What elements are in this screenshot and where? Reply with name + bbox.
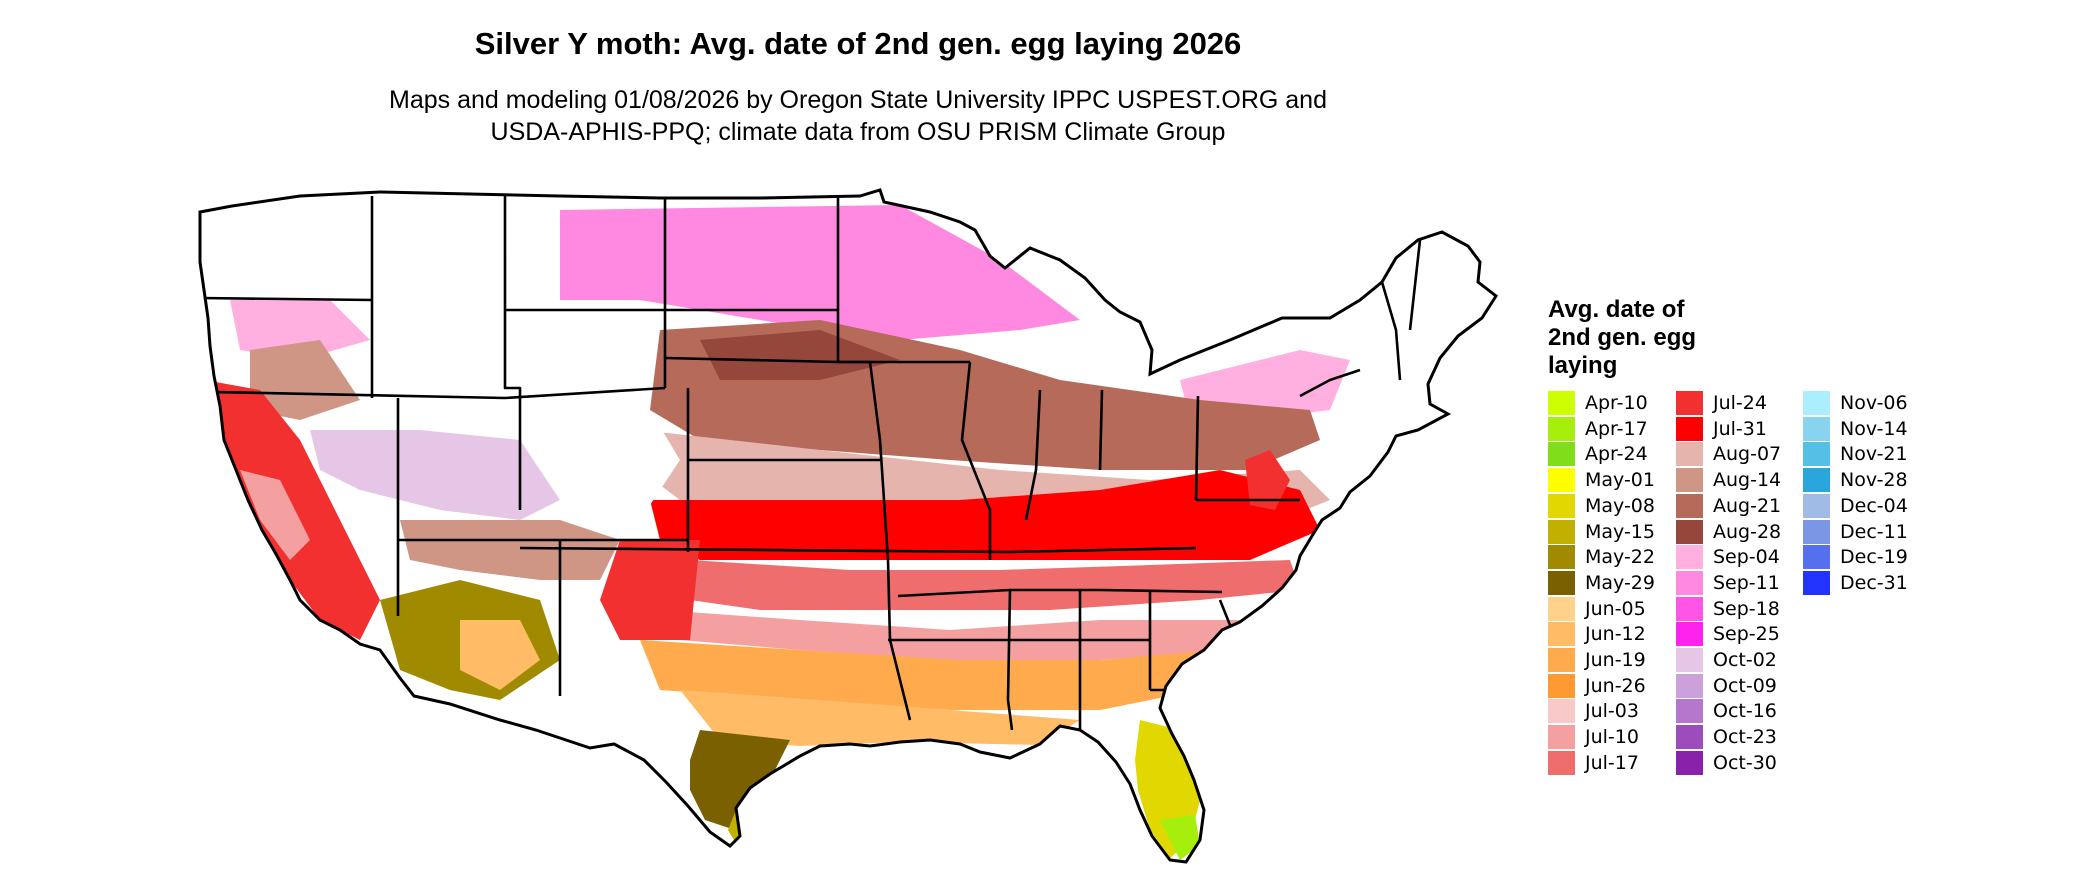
legend-swatch — [1548, 750, 1575, 775]
legend-label: Aug-21 — [1713, 494, 1782, 517]
legend-title: Avg. date of 2nd gen. egg laying — [1548, 296, 1696, 380]
legend-label: Jun-26 — [1585, 674, 1646, 697]
legend-title-line-3: laying — [1548, 352, 1618, 379]
legend-label: Oct-02 — [1713, 649, 1777, 671]
legend-label: Sep-11 — [1713, 571, 1780, 594]
legend-label: Jun-05 — [1585, 597, 1646, 620]
legend-label: Oct-30 — [1713, 751, 1777, 774]
legend-swatch — [1548, 391, 1575, 415]
legend-swatch — [1803, 468, 1830, 493]
legend-swatch — [1803, 416, 1830, 441]
legend-swatch — [1676, 673, 1703, 698]
legend-label: Jul-10 — [1585, 726, 1639, 749]
legend-label: Apr-17 — [1585, 417, 1648, 440]
legend-swatch — [1803, 545, 1830, 570]
legend-title-line-2: 2nd gen. egg — [1548, 324, 1697, 351]
legend-swatch — [1548, 648, 1575, 672]
legend-label: May-22 — [1585, 546, 1655, 569]
legend-swatch — [1676, 519, 1703, 544]
legend-label: Dec-11 — [1840, 520, 1908, 543]
legend-swatch — [1676, 468, 1703, 493]
legend-label: Oct-09 — [1713, 674, 1777, 697]
legend-label: May-08 — [1585, 494, 1655, 517]
map-subtitle: Maps and modeling 01/08/2026 by Oregon S… — [0, 84, 1716, 148]
legend-swatch — [1803, 519, 1830, 544]
legend-swatch — [1676, 699, 1703, 724]
legend-label: Nov-06 — [1840, 392, 1908, 414]
legend-label: Dec-19 — [1840, 546, 1908, 569]
legend-swatch — [1676, 391, 1703, 415]
legend-label: Nov-21 — [1840, 443, 1908, 466]
legend-title-line-1: Avg. date of — [1548, 296, 1685, 323]
legend-swatch — [1548, 416, 1575, 441]
legend-label: May-15 — [1585, 520, 1655, 543]
legend-swatch — [1676, 570, 1703, 595]
map-fill — [200, 190, 1496, 862]
legend-swatch — [1548, 570, 1575, 595]
legend-swatch — [1676, 442, 1703, 467]
legend-swatch — [1548, 596, 1575, 621]
legend-label: Jul-31 — [1713, 417, 1767, 440]
subtitle-line-1: Maps and modeling 01/08/2026 by Oregon S… — [389, 86, 1327, 114]
state-borders — [200, 196, 1422, 731]
legend-swatch — [1548, 622, 1575, 647]
legend-swatch — [1803, 493, 1830, 518]
legend-label: Jun-12 — [1585, 623, 1646, 646]
legend-label: Jul-17 — [1585, 751, 1639, 774]
legend-label: Apr-10 — [1585, 392, 1648, 414]
legend-swatch — [1676, 648, 1703, 672]
legend-label: Sep-18 — [1713, 597, 1780, 620]
legend-swatch — [1548, 442, 1575, 467]
subtitle-line-2: USDA-APHIS-PPQ; climate data from OSU PR… — [490, 118, 1226, 146]
legend-swatch — [1548, 725, 1575, 750]
legend-label: Dec-31 — [1840, 571, 1908, 594]
legend-label: Aug-28 — [1713, 520, 1782, 543]
legend-label: Sep-25 — [1713, 623, 1780, 646]
legend-swatch — [1676, 545, 1703, 570]
conus-map — [198, 188, 1498, 864]
legend-swatch — [1803, 391, 1830, 415]
legend-label: Jul-03 — [1585, 700, 1639, 723]
legend-label: May-01 — [1585, 469, 1655, 492]
legend-swatch — [1676, 750, 1703, 775]
legend-swatch — [1803, 442, 1830, 467]
legend-label: Apr-24 — [1585, 443, 1648, 466]
map-title: Silver Y moth: Avg. date of 2nd gen. egg… — [474, 26, 1242, 61]
legend-label: Aug-07 — [1713, 443, 1782, 466]
legend-swatch — [1548, 519, 1575, 544]
legend-label: Jun-19 — [1585, 649, 1646, 671]
legend-label: Oct-23 — [1713, 726, 1777, 749]
legend-swatch — [1676, 622, 1703, 647]
legend-label: Jul-24 — [1713, 392, 1767, 414]
legend-swatch — [1548, 545, 1575, 570]
legend-swatch — [1676, 416, 1703, 441]
legend-label: Nov-14 — [1840, 417, 1908, 440]
legend-swatch — [1676, 725, 1703, 750]
legend-swatch — [1676, 596, 1703, 621]
legend-label: Sep-04 — [1713, 546, 1780, 569]
legend-swatch — [1548, 468, 1575, 493]
legend-label: May-29 — [1585, 571, 1655, 594]
legend-swatch — [1548, 673, 1575, 698]
legend-label: Nov-28 — [1840, 469, 1908, 492]
legend-swatch — [1548, 699, 1575, 724]
legend-label: Dec-04 — [1840, 494, 1908, 517]
legend-swatch — [1803, 570, 1830, 595]
legend-swatch — [1548, 493, 1575, 518]
legend-label: Oct-16 — [1713, 700, 1777, 723]
legend-swatch — [1676, 493, 1703, 518]
legend-label: Aug-14 — [1713, 469, 1782, 492]
